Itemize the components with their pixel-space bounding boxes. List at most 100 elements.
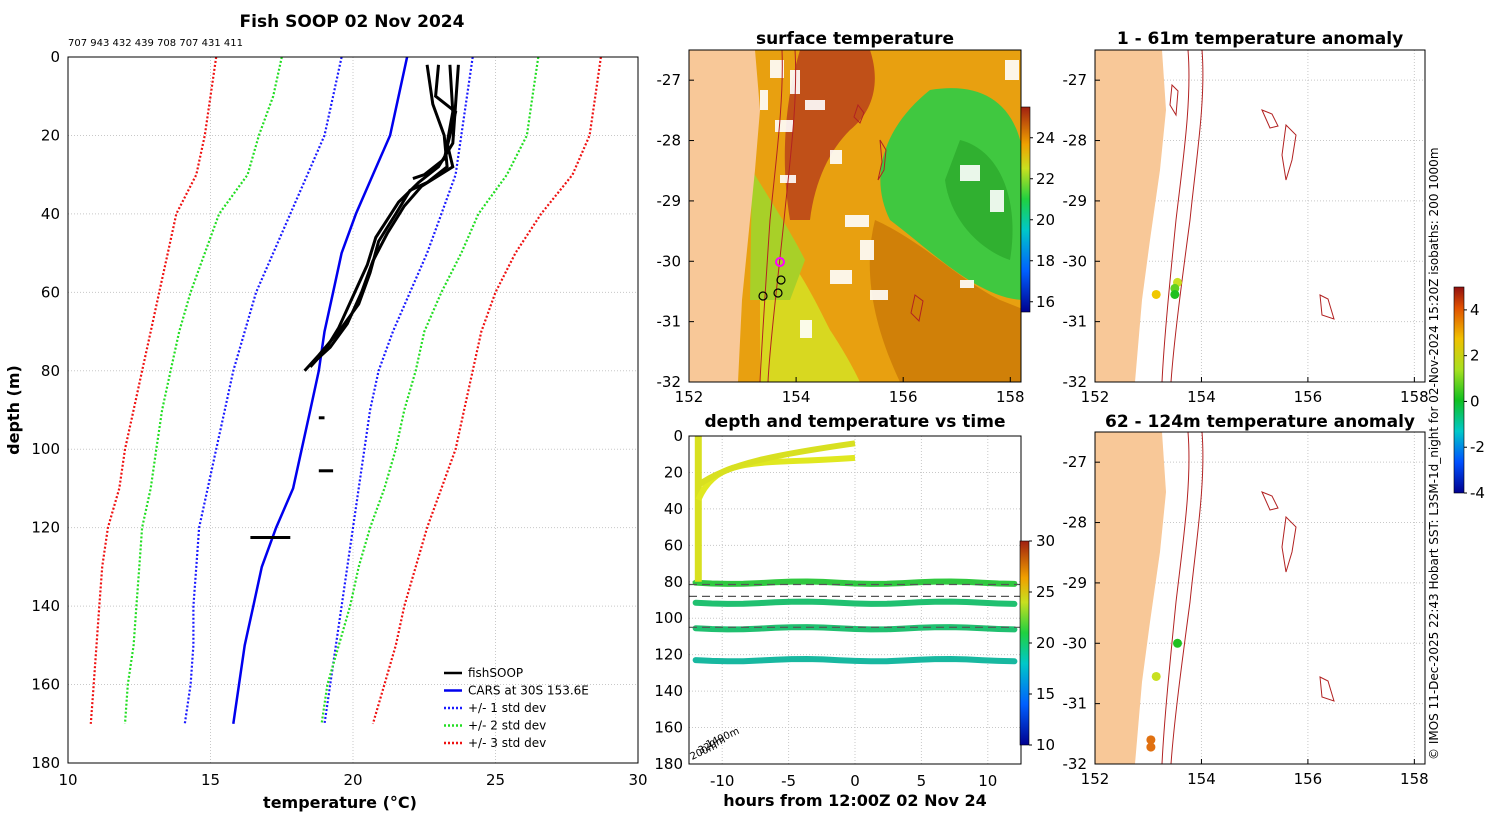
- colorbar-tick-label: 22: [1036, 170, 1055, 188]
- profile-xtick-label: 10: [58, 771, 77, 789]
- legend-label: CARS at 30S 153.6E: [468, 684, 589, 698]
- sst-cast-marker: [758, 291, 768, 301]
- depth-time-panel: depth and temperature vs time 200m320m14…: [654, 412, 1055, 810]
- anomaly-deep-axes-box: [1094, 431, 1426, 765]
- profile-ticks: 10 15 20 25 30 0 20 40 60 80 100 120 140 160 180: [31, 48, 647, 789]
- depth-time-colorbar: [1019, 540, 1030, 746]
- anomaly-point: [1146, 735, 1156, 745]
- map-xtick-label: 156: [1294, 770, 1323, 788]
- anomaly-deep-ticks: 152 154 156 158 -27 -28 -29 -30 -31 -32: [1063, 453, 1429, 788]
- fishsoop-line: [309, 64, 460, 368]
- map-ytick-label: -29: [1063, 574, 1088, 592]
- map-ytick-label: -30: [1063, 252, 1088, 270]
- map-xtick-label: 156: [889, 388, 918, 406]
- colorbar-tick-label: 24: [1036, 129, 1055, 147]
- map-xtick-label: 152: [675, 388, 704, 406]
- anomaly-deep-land: [1095, 432, 1166, 764]
- map-xtick-label: 156: [1294, 388, 1323, 406]
- anomaly-shallow-ticks: 152 154 156 158 -27 -28 -29 -30 -31 -32: [1063, 71, 1429, 406]
- dt-bottom-track: [692, 624, 1018, 633]
- anomaly-point: [1173, 638, 1182, 648]
- anomaly-shallow-title: 1 - 61m temperature anomaly: [1117, 29, 1403, 49]
- map-ytick-label: -27: [1063, 453, 1088, 471]
- profile-xlabel: temperature (°C): [263, 793, 417, 812]
- anomaly-shallow-axes-box: [1094, 49, 1426, 383]
- legend-label: +/- 3 std dev: [468, 736, 546, 750]
- map-xtick-label: 154: [1187, 770, 1216, 788]
- profile-series-line: [323, 56, 474, 724]
- anomaly-colorbar-ticks: -4 -2 0 2 4: [1464, 301, 1485, 502]
- dt-xtick-label: 5: [917, 772, 927, 790]
- anomaly-shallow-isobaths: [1161, 50, 1335, 382]
- map-ytick-label: -30: [657, 252, 682, 270]
- anomaly-point: [1151, 289, 1161, 299]
- credit-text: © IMOS 11-Dec-2025 22:43 Hobart SST: L3S…: [1427, 147, 1441, 760]
- profile-xtick-label: 25: [486, 771, 505, 789]
- anomaly-point: [1146, 742, 1156, 752]
- map-xtick-label: 154: [782, 388, 811, 406]
- profile-legend: fishSOOP CARS at 30S 153.6E +/- 1 std dev +…: [444, 666, 589, 750]
- sst-map: [689, 50, 1021, 382]
- map-ytick-label: -31: [657, 313, 682, 331]
- map-ytick-label: -31: [1063, 695, 1088, 713]
- anomaly-shallow-land: [1095, 50, 1166, 382]
- fishsoop-line: [412, 64, 458, 181]
- map-ytick-label: -29: [1063, 192, 1088, 210]
- colorbar-tick-label: 10: [1036, 736, 1055, 754]
- depth-time-grid: [689, 435, 1021, 765]
- map-xtick-label: 152: [1081, 770, 1110, 788]
- anomaly-colorbar: [1453, 286, 1465, 494]
- colorbar-tick-label: 20: [1036, 634, 1055, 652]
- dt-xtick-label: -5: [781, 772, 796, 790]
- anomaly-deep-map: [1095, 432, 1335, 764]
- map-ytick-label: -32: [657, 373, 682, 391]
- sst-land: [689, 50, 760, 382]
- sst-eac-core: [784, 50, 875, 220]
- profile-series-line: [183, 56, 343, 724]
- colorbar-tick-label: 2: [1470, 347, 1480, 365]
- dt-surface-tow: [696, 440, 856, 488]
- anomaly-point: [1151, 671, 1161, 681]
- legend-label: +/- 1 std dev: [468, 701, 546, 715]
- dt-ytick-label: 180: [654, 755, 683, 773]
- anomaly-shallow-panel: 1 - 61m temperature anomaly 152 154 156 158…: [1063, 29, 1485, 502]
- profile-ytick-label: 20: [41, 126, 60, 144]
- profile-ytick-label: 60: [41, 283, 60, 301]
- sst-cast-marker: [776, 275, 786, 285]
- dt-bottom-track: [692, 578, 1018, 587]
- dt-isobath-label: 1490m: [705, 726, 742, 751]
- map-ytick-label: -28: [1063, 514, 1088, 532]
- anomaly-deep-points: [1146, 638, 1182, 752]
- dt-ytick-label: 100: [654, 609, 683, 627]
- colorbar-tick-label: 20: [1036, 211, 1055, 229]
- colorbar-tick-label: -2: [1470, 438, 1485, 456]
- profile-ylabel: depth (m): [4, 365, 23, 455]
- map-xtick-label: 154: [1187, 388, 1216, 406]
- profile-series-line: [123, 56, 283, 724]
- profile-ytick-label: 160: [31, 676, 60, 694]
- profile-panel: Fish SOOP 02 Nov 2024 707 943 432 439 70…: [4, 12, 648, 812]
- profile-ytick-label: 40: [41, 205, 60, 223]
- colorbar-tick-label: 18: [1036, 252, 1055, 270]
- sst-ticks: 152 154 156 158 -27 -28 -29 -30 -31 -32: [657, 71, 1025, 406]
- colorbar-tick-label: 4: [1470, 301, 1480, 319]
- map-ytick-label: -32: [1063, 755, 1088, 773]
- sst-colorbar-ticks: 16 18 20 22 24: [1030, 129, 1055, 311]
- map-ytick-label: -28: [657, 132, 682, 150]
- profile-ytick-label: 100: [31, 440, 60, 458]
- sst-vessel-marker: [775, 257, 785, 267]
- dt-ytick-label: 20: [664, 463, 683, 481]
- colorbar-tick-label: 30: [1036, 532, 1055, 550]
- sst-eac-south: [869, 220, 1021, 382]
- map-ytick-label: -32: [1063, 373, 1088, 391]
- dt-ytick-label: 60: [664, 536, 683, 554]
- sst-cast-marker: [773, 288, 783, 298]
- profile-lines: [89, 56, 602, 725]
- map-ytick-label: -31: [1063, 313, 1088, 331]
- anomaly-point: [1170, 289, 1180, 299]
- dt-xtick-label: -10: [710, 772, 735, 790]
- profile-xtick-label: 20: [343, 771, 362, 789]
- map-xtick-label: 158: [1400, 388, 1429, 406]
- depth-time-colorbar-ticks: 10 15 20 25 30: [1029, 532, 1055, 754]
